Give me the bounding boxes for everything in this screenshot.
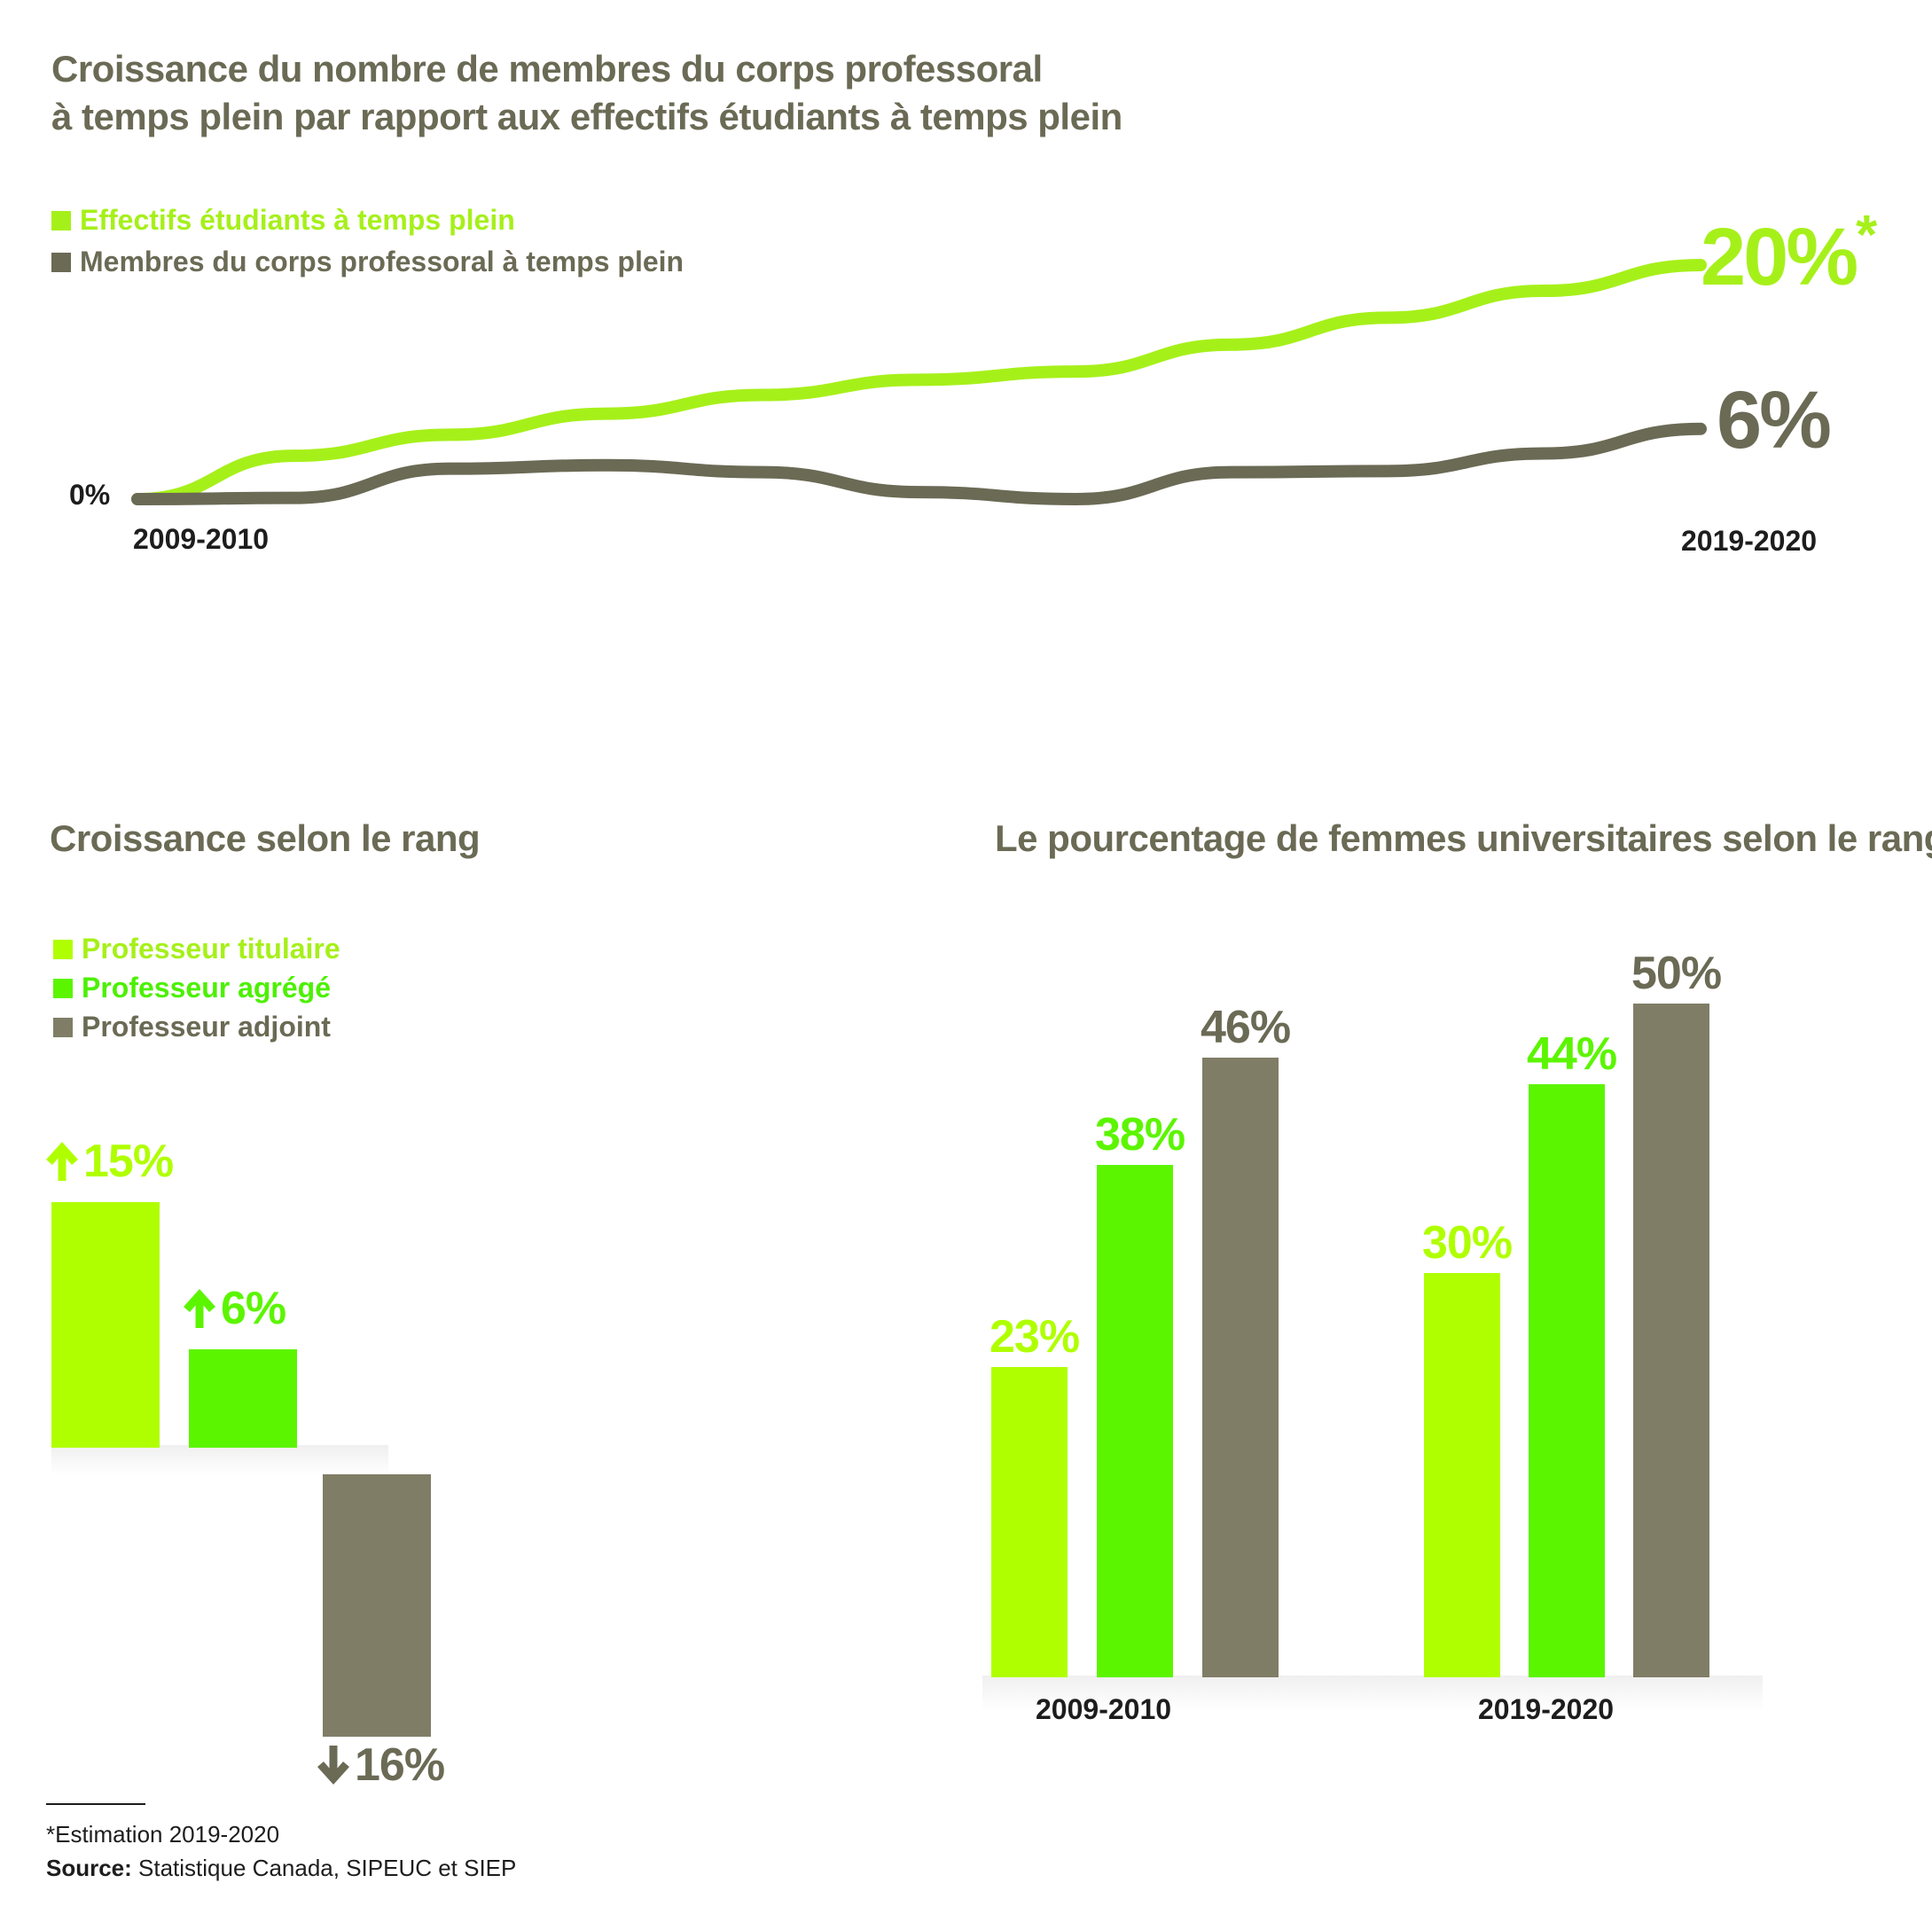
rank-legend-titulaire: Professeur titulaire <box>53 933 340 965</box>
rank-bar-agrege <box>189 1349 297 1448</box>
x-start-label: 2009-2010 <box>133 523 270 555</box>
students-end-asterisk: * <box>1856 205 1877 266</box>
footnote-rule <box>46 1803 145 1805</box>
students-end-value: 20%* <box>1701 205 1877 304</box>
line-chart-svg <box>131 259 1707 505</box>
rank-legend-agrege-label: Professeur agrégé <box>82 972 332 1004</box>
rank-legend-titulaire-swatch <box>53 939 73 959</box>
women-value-adjoint-2009: 46% <box>1201 1001 1291 1053</box>
women-chart-title: Le pourcentage de femmes universitaires … <box>995 817 1932 859</box>
arrow-up-icon <box>184 1289 215 1328</box>
women-value-adjoint-2019: 50% <box>1631 948 1722 999</box>
students-end-value-text: 20% <box>1701 212 1858 302</box>
women-bar-adjoint-2009 <box>1202 1057 1279 1677</box>
rank-value-text-agrege: 6% <box>221 1283 286 1334</box>
rank-value-adjoint: 16% <box>314 1738 445 1792</box>
y-zero-label: 0% <box>69 479 111 511</box>
line-series-faculty <box>131 422 1707 505</box>
arrow-up-icon <box>46 1141 78 1181</box>
women-value-agrege-2019: 44% <box>1527 1028 1617 1081</box>
rank-value-agrege: 6% <box>180 1282 286 1335</box>
women-x-label-2009: 2009-2010 <box>1036 1693 1172 1725</box>
rank-chart-title: Croissance selon le rang <box>50 817 481 859</box>
legend-faculty-label: Membres du corps professoral à temps ple… <box>80 246 684 277</box>
line-chart-title-line2: à temps plein par rapport aux effectifs … <box>51 96 1122 137</box>
rank-legend-adjoint-swatch <box>53 1017 73 1037</box>
rank-legend-agrege: Professeur agrégé <box>53 972 331 1004</box>
line-series-students <box>131 259 1707 505</box>
footnote-estimate: *Estimation 2019-2020 <box>46 1821 280 1848</box>
rank-value-text-titulaire: 15% <box>83 1135 174 1187</box>
rank-value-text-adjoint: 16% <box>355 1739 445 1791</box>
women-bar-agrege-2009 <box>1097 1165 1173 1677</box>
arrow-down-icon <box>317 1746 349 1785</box>
rank-legend-titulaire-label: Professeur titulaire <box>82 933 340 965</box>
legend-faculty-swatch <box>51 252 71 272</box>
faculty-end-value: 6% <box>1717 375 1832 465</box>
women-value-agrege-2009: 38% <box>1095 1109 1185 1161</box>
rank-legend-adjoint: Professeur adjoint <box>53 1011 331 1043</box>
women-bar-titulaire-2019 <box>1424 1273 1500 1677</box>
rank-legend-agrege-swatch <box>53 978 73 998</box>
women-value-titulaire-2009: 23% <box>989 1311 1080 1363</box>
rank-bar-titulaire <box>51 1201 160 1448</box>
rank-legend-adjoint-label: Professeur adjoint <box>82 1011 331 1043</box>
rank-value-titulaire: 15% <box>43 1135 174 1188</box>
legend-students: Effectifs étudiants à temps plein <box>51 204 515 237</box>
rank-baseline-shadow <box>51 1445 388 1475</box>
women-x-label-2019: 2019-2020 <box>1478 1693 1615 1725</box>
footnote-source: Source: Statistique Canada, SIPEUC et SI… <box>46 1855 516 1882</box>
women-bar-titulaire-2009 <box>991 1367 1068 1677</box>
footnote-source-label: Source: <box>46 1855 132 1881</box>
women-value-titulaire-2019: 30% <box>1422 1217 1513 1269</box>
women-bar-agrege-2019 <box>1529 1084 1605 1677</box>
line-chart-title: Croissance du nombre de membres du corps… <box>51 48 1043 90</box>
footnote-source-text: Statistique Canada, SIPEUC et SIEP <box>131 1855 517 1881</box>
x-end-label: 2019-2020 <box>1681 525 1818 557</box>
rank-bar-adjoint <box>323 1474 431 1737</box>
legend-students-swatch <box>51 210 71 230</box>
women-bar-adjoint-2019 <box>1633 1004 1709 1677</box>
legend-students-label: Effectifs étudiants à temps plein <box>80 204 515 236</box>
legend-faculty: Membres du corps professoral à temps ple… <box>51 246 684 278</box>
women-baseline-shadow <box>982 1676 1763 1711</box>
